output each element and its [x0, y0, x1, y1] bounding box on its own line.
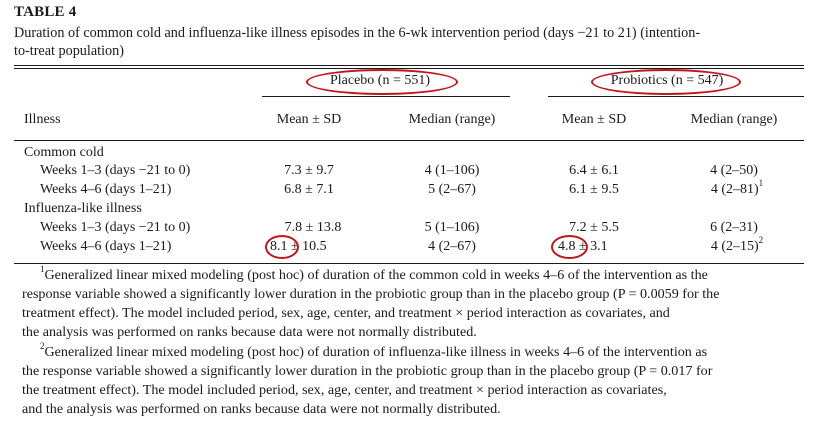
table-caption: Duration of common cold and influenza-li… [14, 24, 804, 60]
footnote-2-line: the response variable showed a significa… [22, 363, 713, 379]
caption-line-1: Duration of common cold and influenza-li… [14, 25, 701, 41]
footnote-1: 1Generalized linear mixed modeling (post… [22, 264, 802, 342]
placebo-highlight-ellipse [306, 69, 458, 95]
cell-probiotics-median: 4 (2–81)1 [710, 179, 763, 198]
footnote-1-line: treatment effect). The model included pe… [22, 305, 670, 321]
table-label: TABLE 4 [14, 4, 77, 20]
cell-probiotics-median: 6 (2–31) [710, 220, 758, 235]
footnote-1-marker: 1 [40, 264, 45, 275]
section-influenza-like-illness: Influenza-like illness [24, 201, 142, 216]
footnote-ref-2: 2 [758, 235, 764, 246]
cell-probiotics-mean: 6.1 ± 9.5 [569, 182, 619, 197]
row-label: Weeks 1–3 (days −21 to 0) [40, 163, 191, 178]
placebo-sd-value: ± 10.5 [291, 239, 327, 254]
footnote-2: 2Generalized linear mixed modeling (post… [22, 341, 802, 419]
cell-placebo-mean: 7.8 ± 13.8 [284, 220, 342, 235]
cell-placebo-median: 4 (2–67) [428, 239, 476, 254]
probiotics-value-circle [551, 235, 588, 259]
footnote-1-line: the analysis was performed on ranks beca… [22, 324, 477, 340]
placebo-value-circle [265, 235, 299, 259]
median-value: 4 (2–81) [710, 182, 759, 197]
top-rule-double [14, 68, 804, 69]
section-common-cold: Common cold [24, 145, 104, 160]
cell-placebo-median: 4 (1–106) [424, 163, 480, 178]
row-label: Weeks 4–6 (days 1–21) [40, 182, 172, 197]
caption-line-2: to-treat population) [14, 43, 124, 59]
cell-probiotics-median: 4 (2–15)2 [710, 236, 763, 255]
footnote-2-line: and the analysis was performed on ranks … [22, 401, 501, 417]
col-illness: Illness [24, 112, 61, 127]
footnote-1-line: 1Generalized linear mixed modeling (post… [40, 264, 708, 283]
col-placebo-mean: Mean ± SD [276, 112, 342, 127]
cell-probiotics-mean: 7.2 ± 5.5 [569, 220, 619, 235]
median-value: 4 (2–15) [710, 239, 759, 254]
footnote-2-line: 2Generalized linear mixed modeling (post… [40, 341, 708, 360]
cell-probiotics-mean: 6.4 ± 6.1 [569, 163, 619, 178]
footnote-2-line: the treatment effect). The model include… [22, 382, 667, 398]
cell-placebo-mean: 7.3 ± 9.7 [284, 163, 334, 178]
row-label: Weeks 4–6 (days 1–21) [40, 239, 172, 254]
footnote-ref-1: 1 [758, 178, 764, 189]
cell-placebo-median: 5 (1–106) [424, 220, 480, 235]
cell-probiotics-median: 4 (2–50) [710, 163, 758, 178]
footnote-1-line: response variable showed a significantly… [22, 286, 720, 302]
top-rule [14, 65, 804, 67]
placebo-group-underline [262, 96, 510, 97]
col-placebo-median: Median (range) [408, 112, 496, 127]
probiotics-group-underline [548, 96, 804, 97]
cell-placebo-mean: 6.8 ± 7.1 [284, 182, 334, 197]
header-rule [14, 140, 804, 141]
bottom-rule [14, 263, 804, 264]
col-probiotics-median: Median (range) [690, 112, 778, 127]
cell-placebo-median: 5 (2–67) [428, 182, 476, 197]
col-probiotics-mean: Mean ± SD [561, 112, 627, 127]
row-label: Weeks 1–3 (days −21 to 0) [40, 220, 191, 235]
probiotics-highlight-ellipse [591, 69, 741, 95]
footnote-2-marker: 2 [40, 341, 45, 352]
